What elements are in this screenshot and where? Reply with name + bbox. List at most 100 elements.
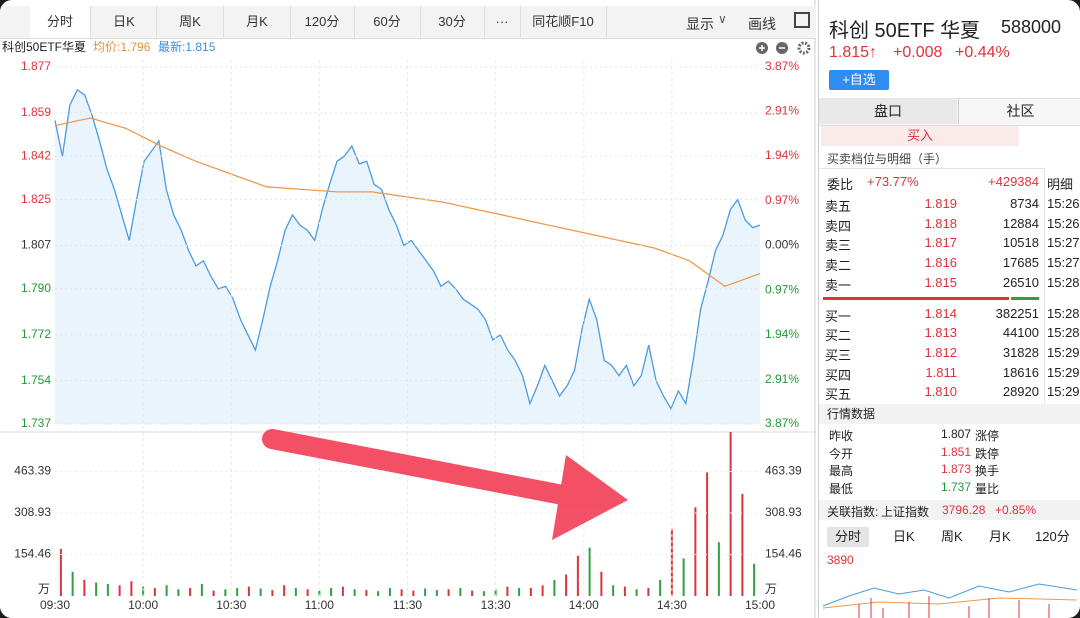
related-value: 3796.28 [942, 503, 986, 517]
market-label-2: 量比 [975, 481, 1000, 496]
sell-strength-bar [823, 297, 1009, 300]
mini-label: 3890 [827, 553, 854, 567]
y2-tick-label: 0.00% [765, 238, 799, 252]
level-price: 1.811 [925, 365, 957, 380]
settings[interactable] [797, 41, 811, 55]
y2-tick-label: 2.91% [765, 103, 799, 117]
ratio-value: +73.77% [867, 174, 919, 189]
mini-tab[interactable]: 周K [941, 529, 963, 544]
draw-tool[interactable]: 画线 [748, 16, 776, 32]
toolbar-tab[interactable]: 30分 [420, 6, 485, 38]
volume-bar [165, 585, 168, 596]
y2-tick-label: 2.91% [765, 372, 799, 386]
toolbar-tab[interactable]: ··· [484, 6, 521, 38]
security-code: 588000 [1001, 17, 1062, 37]
mini-volume [858, 596, 1050, 618]
zoom-icons[interactable] [756, 41, 811, 55]
y2-tick-label: 1.94% [765, 148, 799, 162]
y-tick-label: 1.772 [21, 327, 51, 341]
level-volume: 26510 [1002, 275, 1039, 290]
level-price: 1.810 [924, 384, 957, 399]
toolbar-tab[interactable]: 分时 [30, 6, 91, 38]
related-bar [819, 500, 1080, 520]
divider [819, 168, 1044, 169]
avg-price-line [54, 117, 761, 288]
x-tick-label: 14:30 [657, 598, 687, 612]
volume-bar [600, 571, 603, 596]
mini-tab[interactable]: 分时 [827, 527, 870, 547]
detail-label: 明细 [1047, 177, 1074, 192]
related-index: 上证指数 [881, 505, 930, 519]
volume-bar [459, 587, 462, 596]
volume-bar [729, 432, 732, 596]
volume-bar [647, 587, 650, 596]
volume-bar [753, 563, 756, 596]
annotation-arrow [262, 429, 628, 540]
x-tick-label: 14:00 [569, 598, 599, 612]
add-watchlist-button[interactable]: +自选 [829, 70, 889, 90]
volume-bar [388, 587, 391, 596]
display-menu[interactable]: 显示 [686, 16, 714, 32]
pct-change: +0.44% [955, 44, 1010, 61]
ratio-label: 委比 [827, 177, 854, 192]
price-area [55, 89, 760, 425]
level-price: 1.816 [924, 255, 957, 270]
related-label: 关联指数: [827, 505, 879, 519]
volume-bar [741, 493, 744, 596]
volume-bar [623, 586, 626, 596]
level-label: 卖一 [825, 278, 852, 293]
level-price: 1.819 [924, 196, 957, 211]
mini-tab[interactable]: 120分 [1035, 529, 1070, 544]
tab-pankou[interactable]: 盘口 [819, 98, 957, 124]
x-tick-label: 09:30 [40, 598, 70, 612]
volume-bar [435, 590, 438, 596]
toolbar-tab[interactable]: 60分 [354, 6, 421, 38]
volume-bar [706, 472, 709, 596]
toolbar-tab[interactable]: 月K [224, 6, 291, 38]
volume-bar [424, 588, 427, 596]
volume-bar [659, 579, 662, 596]
arrow-head [552, 455, 628, 540]
mini-line [822, 583, 1078, 607]
y-tick-label: 1.737 [21, 416, 51, 430]
toolbar-tab[interactable]: 120分 [290, 6, 355, 38]
trade-time: 15:28 [1047, 325, 1080, 340]
volume-bar [271, 590, 274, 596]
volume-bar [565, 574, 568, 596]
volume-bar [200, 583, 203, 596]
y-tick-label: 1.790 [21, 281, 51, 295]
volume-tick-label: 463.39 [14, 464, 51, 478]
layout-icon[interactable] [794, 12, 810, 28]
y-tick-label: 1.754 [21, 373, 51, 387]
volume-bar [212, 590, 215, 596]
volume-bar [553, 579, 556, 596]
dropdown-caret[interactable]: ∨ [718, 12, 727, 26]
level-label: 买二 [825, 328, 852, 343]
toolbar-tab[interactable]: 日K [92, 6, 157, 38]
volume-tick-label-right: 154.46 [765, 547, 802, 561]
chart-title: 科创50ETF华夏 [2, 40, 86, 54]
mini-avg [822, 597, 1078, 609]
market-value: 1.873 [940, 462, 971, 476]
volume-bar [283, 585, 286, 596]
mini-tab[interactable]: 日K [893, 529, 915, 544]
volume-bar [130, 581, 133, 596]
volume-bar [247, 586, 250, 596]
volume-bar [635, 589, 638, 596]
tab-community[interactable]: 社区 [958, 98, 1080, 124]
buy-button[interactable]: 买入 [821, 126, 1019, 146]
level-label: 卖四 [825, 219, 852, 234]
market-label: 最高 [829, 464, 854, 478]
mini-chart [822, 583, 1078, 618]
toolbar-tab[interactable]: 周K [157, 6, 224, 38]
volume-bar [71, 571, 74, 596]
level-price: 1.818 [924, 216, 957, 231]
volume-bar [377, 591, 380, 596]
level-label: 卖二 [825, 258, 852, 273]
volume-bar [694, 507, 697, 596]
mini-tab[interactable]: 月K [989, 529, 1011, 544]
volume-bar [142, 586, 145, 596]
y-tick-label: 1.825 [21, 192, 51, 206]
volume-bar [588, 547, 591, 596]
toolbar-tab[interactable]: 同花顺F10 [520, 6, 607, 38]
